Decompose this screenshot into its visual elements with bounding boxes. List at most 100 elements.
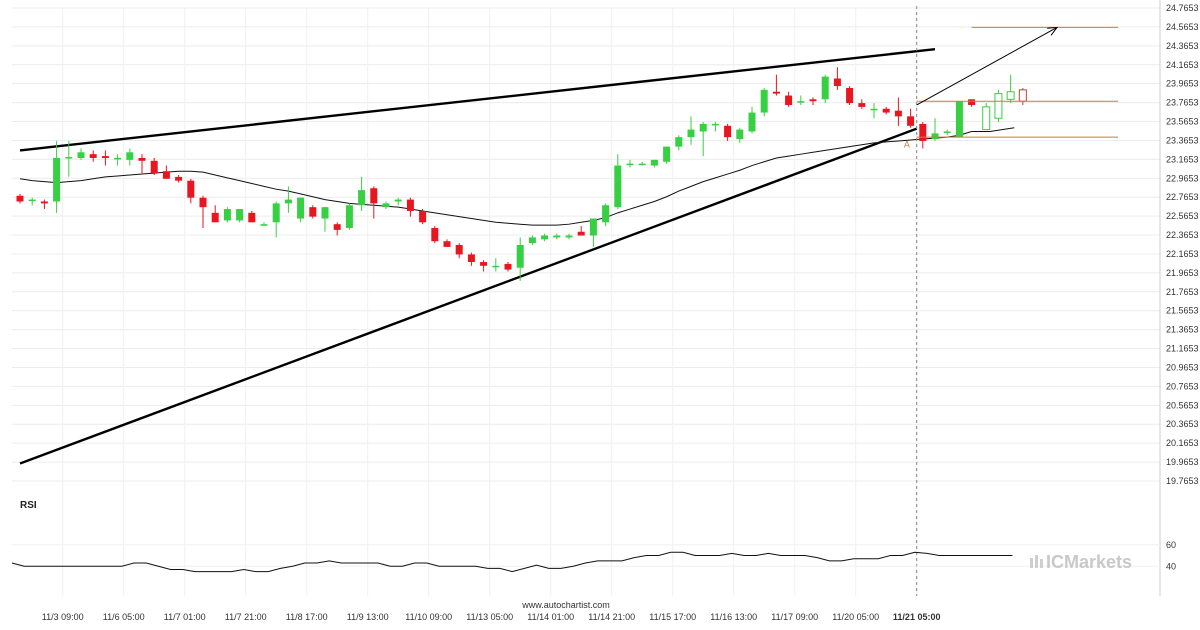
candle-body	[370, 188, 378, 204]
projection-candle-body	[982, 106, 991, 131]
candle-body	[858, 103, 866, 107]
candle-body	[16, 195, 24, 202]
price-tick-label: 19.9653	[1166, 457, 1199, 467]
price-tick-label: 22.3653	[1166, 230, 1199, 240]
time-tick-label: 11/17 09:00	[771, 612, 818, 622]
candle-body	[394, 199, 402, 202]
price-tick-label: 22.5653	[1166, 211, 1199, 221]
time-tick-label: 11/16 13:00	[710, 612, 757, 622]
candle-body	[321, 207, 329, 219]
price-tick-label: 20.7653	[1166, 381, 1199, 391]
time-tick-label: 11/3 09:00	[42, 612, 84, 622]
candle-body	[687, 129, 695, 138]
candle-body	[785, 95, 793, 105]
candle-body	[675, 137, 683, 147]
candle-body	[199, 197, 207, 208]
price-tick-label: 21.9653	[1166, 268, 1199, 278]
candle-body	[711, 123, 719, 126]
candle-body	[162, 171, 170, 179]
candle-body	[894, 110, 902, 117]
time-tick-label: 11/21 05:00	[893, 612, 941, 622]
candle-body	[333, 224, 341, 230]
time-tick-label: 11/13 05:00	[466, 612, 513, 622]
price-tick-label: 20.1653	[1166, 438, 1199, 448]
candle-body	[553, 235, 561, 238]
candle-body	[492, 265, 500, 268]
candle-body	[943, 131, 951, 133]
candle-body	[89, 154, 97, 158]
candle-body	[638, 163, 646, 166]
candle-body	[297, 197, 305, 219]
candle-body	[663, 146, 671, 162]
price-tick-label: 22.9653	[1166, 173, 1199, 183]
time-tick-label: 11/7 21:00	[225, 612, 267, 622]
candle-body	[772, 91, 780, 94]
candle-body	[748, 112, 756, 132]
candle-body	[40, 201, 48, 204]
footer-url[interactable]: www.autochartist.com	[521, 600, 610, 610]
candle-body	[406, 199, 414, 211]
candle-body	[114, 157, 122, 160]
rsi-tick-label: 60	[1166, 540, 1176, 550]
candle-body	[736, 129, 744, 140]
price-tick-label: 22.1653	[1166, 249, 1199, 259]
lower-trendline	[19, 127, 918, 465]
candle-body	[248, 212, 256, 223]
candle-body	[236, 209, 244, 221]
price-tick-label: 23.3653	[1166, 135, 1199, 145]
candle-body	[443, 241, 451, 247]
time-tick-label: 11/7 01:00	[164, 612, 206, 622]
price-tick-label: 23.5653	[1166, 117, 1199, 127]
candle-body	[211, 212, 219, 223]
rsi-title: RSI	[20, 500, 37, 511]
price-tick-label: 24.7653	[1166, 3, 1199, 13]
brand-watermark: ICMarkets	[1030, 552, 1132, 572]
price-tick-label: 24.1653	[1166, 60, 1199, 70]
pattern-overlays: A	[904, 6, 1118, 596]
price-tick-label: 24.3653	[1166, 41, 1199, 51]
rsi-line	[11, 551, 1013, 573]
candle-body	[358, 190, 366, 206]
projection-candle-body	[1006, 91, 1015, 100]
price-tick-label: 21.1653	[1166, 344, 1199, 354]
candle-body	[126, 152, 134, 160]
candle-body	[833, 78, 841, 87]
candle-body	[931, 133, 939, 140]
candle-body	[419, 210, 427, 223]
upper-trendline	[19, 47, 936, 152]
time-tick-label: 11/8 17:00	[286, 612, 328, 622]
candle-body	[431, 227, 439, 242]
projection-arrow-head	[1047, 26, 1059, 36]
time-tick-label: 11/14 01:00	[527, 612, 574, 622]
price-candles	[16, 67, 1027, 281]
candle-body	[846, 87, 854, 104]
candle-body	[968, 99, 976, 105]
candle-body	[650, 159, 658, 166]
price-tick-label: 21.5653	[1166, 306, 1199, 316]
candle-body	[797, 101, 805, 103]
candle-body	[223, 209, 231, 221]
price-axis: 24.7653 24.5653 24.3653 24.1653 23.9653 23.76…	[1159, 0, 1199, 596]
candle-body	[260, 224, 268, 226]
time-tick-label: 11/9 13:00	[347, 612, 389, 622]
candle-body	[309, 207, 317, 217]
candle-body	[760, 89, 768, 113]
price-tick-label: 23.1653	[1166, 154, 1199, 164]
projection-candle-body	[994, 93, 1003, 119]
candle-body	[724, 125, 732, 138]
candle-body	[907, 116, 915, 126]
projection-moving-average	[971, 127, 1015, 132]
candle-body	[821, 76, 829, 100]
moving-average-line	[19, 131, 972, 226]
candle-body	[455, 245, 463, 255]
price-tick-label: 24.5653	[1166, 22, 1199, 32]
candle-body	[175, 176, 183, 181]
price-tick-label: 23.7653	[1166, 98, 1199, 108]
candle-body	[467, 254, 475, 263]
time-tick-label: 11/6 05:00	[103, 612, 145, 622]
time-tick-label: 11/14 21:00	[588, 612, 635, 622]
candle-body	[614, 165, 622, 208]
candle-body	[53, 157, 61, 202]
price-tick-label: 19.7653	[1166, 476, 1199, 486]
